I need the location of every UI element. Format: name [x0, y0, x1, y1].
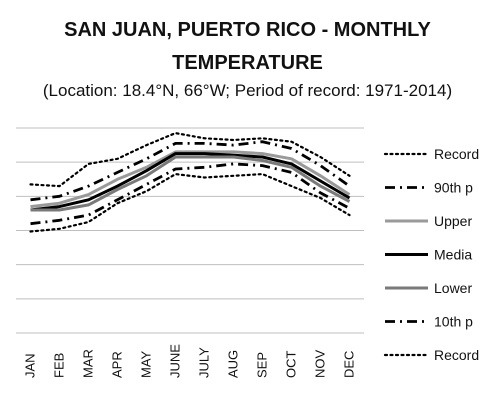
series-line-3 [30, 152, 351, 212]
x-tick-label: MAR [81, 349, 96, 378]
series-lines [29, 132, 351, 233]
x-tick-label: DEC [342, 351, 357, 378]
legend-label: 90th p [434, 180, 473, 196]
x-axis-ticks: JAN FEB MAR APR MAY JUNE JULY AUG SEP OCT NOV DEC [23, 344, 357, 378]
series-line-2 [30, 150, 351, 209]
x-tick-label: SEP [255, 352, 270, 378]
series-line-1 [30, 140, 351, 202]
x-tick-label: JUNE [168, 344, 183, 378]
x-tick-label: FEB [52, 353, 67, 378]
legend-label: Record [434, 347, 479, 363]
legend: Record 90th p Upper Media Lower 10th p Record [383, 146, 479, 363]
x-tick-label: JULY [197, 347, 212, 378]
legend-label: Lower [434, 280, 472, 296]
x-tick-label: OCT [284, 351, 299, 379]
chart-title-line-2: TEMPERATURE [172, 52, 323, 74]
x-tick-label: APR [110, 351, 125, 378]
legend-label: 10th p [434, 314, 473, 330]
chart-title-line-1: SAN JUAN, PUERTO RICO - MONTHLY [64, 19, 431, 41]
chart-subtitle: (Location: 18.4°N, 66°W; Period of recor… [42, 81, 453, 100]
series-line-6 [29, 173, 351, 233]
legend-label: Record [434, 146, 479, 162]
legend-label: Upper [434, 213, 472, 229]
gridlines [16, 127, 364, 334]
series-line-4 [30, 155, 351, 212]
x-tick-label: JAN [23, 353, 38, 378]
x-tick-label: AUG [226, 350, 241, 378]
legend-label: Media [434, 247, 472, 263]
series-line-0 [29, 132, 351, 188]
x-tick-label: MAY [139, 350, 154, 378]
series-line-5 [30, 162, 351, 226]
x-tick-label: NOV [313, 350, 328, 379]
